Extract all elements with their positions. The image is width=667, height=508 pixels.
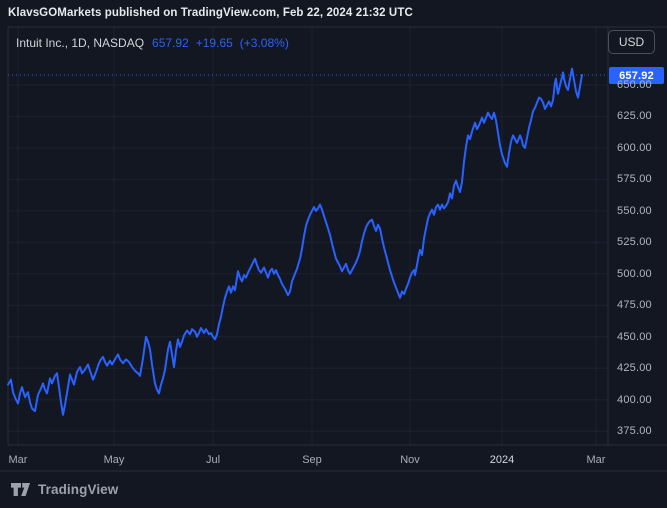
chart-legend: Intuit Inc., 1D, NASDAQ 657.92 +19.65 (+… xyxy=(16,36,289,50)
currency-toggle-button[interactable]: USD xyxy=(608,30,655,54)
x-axis-label: Mar xyxy=(586,454,606,466)
y-axis-label: 500.00 xyxy=(617,267,652,280)
y-axis-label: 650.00 xyxy=(617,79,652,91)
x-axis-label: May xyxy=(103,454,125,466)
quote-change-pct: (+3.08%) xyxy=(239,36,289,50)
y-axis-label: 425.00 xyxy=(617,362,652,375)
y-axis-label: 600.00 xyxy=(617,141,652,154)
quote-change: +19.65 xyxy=(195,36,233,50)
y-axis-label: 625.00 xyxy=(617,110,652,123)
x-axis-label: Nov xyxy=(400,454,420,466)
x-axis-label: Sep xyxy=(302,454,322,466)
current-price-badge: 657.92 xyxy=(609,67,664,84)
attribution-text: KlavsGOMarkets published on TradingView.… xyxy=(8,7,413,19)
symbol-title[interactable]: Intuit Inc., 1D, NASDAQ xyxy=(16,36,145,50)
y-axis-label: 375.00 xyxy=(617,425,652,438)
quote-last-price: 657.92 xyxy=(152,36,189,50)
y-axis-label: 550.00 xyxy=(617,204,652,217)
x-axis-label: Mar xyxy=(8,454,28,466)
tradingview-logo-icon xyxy=(10,482,31,497)
y-axis-label: 475.00 xyxy=(617,299,652,312)
price-line-series xyxy=(7,67,583,416)
y-axis-label: 575.00 xyxy=(617,173,652,186)
quote-values: 657.92 +19.65 (+3.08%) xyxy=(152,36,289,50)
tradingview-brand-text: TradingView xyxy=(38,482,119,497)
y-axis-label: 525.00 xyxy=(617,236,652,249)
x-axis-label: Jul xyxy=(205,454,221,466)
y-axis-label: 450.00 xyxy=(617,330,652,343)
footer-brand[interactable]: TradingView xyxy=(10,482,118,497)
x-axis-label: 2024 xyxy=(489,454,515,466)
y-axis-label: 400.00 xyxy=(617,393,652,406)
